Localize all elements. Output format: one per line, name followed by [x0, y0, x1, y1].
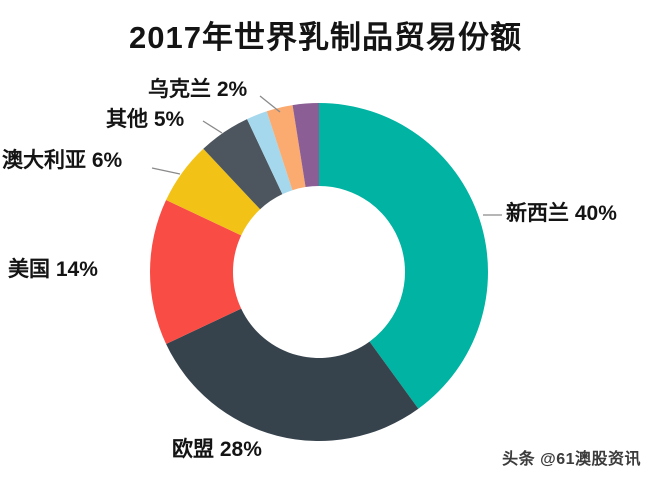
- donut-slice-欧盟: [166, 308, 419, 442]
- leader-line: [151, 167, 181, 175]
- donut-slice-新西兰: [319, 103, 488, 409]
- slice-label-australia: 澳大利亚 6%: [2, 149, 123, 172]
- donut-slice-乌克兰: [247, 111, 293, 195]
- slice-label-nz: 新西兰 40%: [506, 202, 617, 225]
- slice-label-ukraine: 乌克兰 2%: [148, 78, 248, 101]
- leader-line: [259, 95, 281, 113]
- slice-label-usa: 美国 14%: [8, 258, 98, 281]
- leader-lines: [151, 95, 502, 216]
- slice-label-other: 其他 5%: [106, 108, 185, 131]
- slice-label-eu: 欧盟 28%: [172, 438, 262, 461]
- donut-slices: [149, 103, 488, 442]
- donut-slice-其他: [203, 119, 283, 210]
- chart-title: 2017年世界乳制品贸易份额: [129, 20, 522, 55]
- donut-slice: [292, 103, 319, 188]
- donut-slice-澳大利亚: [166, 148, 261, 236]
- donut-slice-美国: [149, 200, 242, 344]
- donut-slice: [266, 105, 306, 191]
- watermark: 头条 @61澳股资讯: [502, 451, 641, 468]
- leader-line: [202, 120, 223, 134]
